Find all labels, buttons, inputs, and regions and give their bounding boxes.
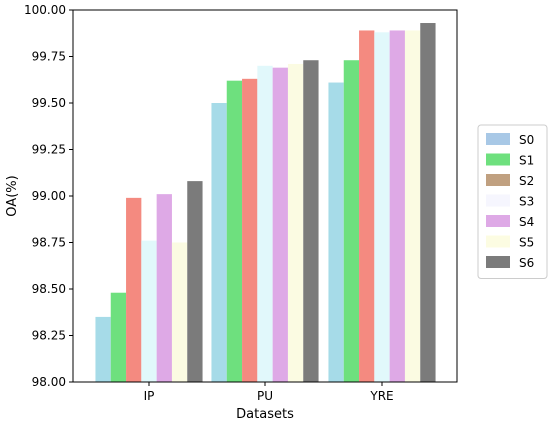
legend-label-s2: S2 [519, 174, 534, 188]
y-axis-title: OA(%) [5, 175, 20, 216]
y-tick-label: 98.75 [32, 236, 66, 250]
bar-s3-yre [374, 32, 390, 382]
bar-s1-ip [110, 292, 127, 382]
legend-swatch-s6 [486, 256, 510, 268]
bar-s2-ip [126, 197, 142, 382]
y-tick-label: 99.75 [32, 50, 66, 64]
bar-s0-pu [211, 103, 227, 382]
y-tick-label: 98.50 [32, 282, 66, 296]
x-tick-label-yre: YRE [369, 389, 393, 403]
bar-s0-ip [95, 316, 111, 382]
bar-s6-ip [187, 181, 203, 382]
legend-swatch-s1 [486, 153, 510, 166]
bar-s2-yre [359, 30, 375, 383]
bar-s5-yre [404, 30, 421, 383]
bar-s3-ip [141, 240, 157, 382]
x-axis-title: Datasets [236, 407, 294, 422]
bar-s5-ip [171, 242, 188, 382]
bar-s6-yre [420, 23, 436, 383]
x-tick-label-pu: PU [257, 389, 273, 403]
y-tick-label: 99.50 [32, 96, 66, 110]
legend-swatch-s3 [486, 194, 510, 207]
legend-swatch-s0 [486, 133, 510, 145]
legend-label-s1: S1 [519, 154, 534, 168]
bar-s2-pu [242, 78, 258, 382]
bar-s4-ip [156, 194, 172, 382]
bar-s1-yre [343, 60, 360, 382]
legend-label-s3: S3 [519, 195, 534, 209]
x-tick-label-ip: IP [144, 389, 155, 403]
bar-s4-yre [389, 30, 405, 383]
bars-group [95, 23, 436, 383]
legend-swatch-s4 [486, 215, 510, 227]
bar-s3-pu [257, 65, 273, 383]
legend-swatch-s2 [486, 174, 510, 186]
y-tick-label: 100.00 [24, 3, 66, 17]
y-tick-label: 99.00 [32, 189, 66, 203]
y-tick-label: 99.25 [32, 143, 66, 157]
legend-label-s5: S5 [519, 236, 534, 250]
y-tick-label: 98.00 [32, 375, 66, 389]
x-axis: IP PU YRE [144, 382, 394, 403]
bar-s4-pu [272, 67, 288, 382]
legend-swatch-s5 [486, 235, 510, 248]
bar-s0-yre [328, 82, 344, 382]
y-tick-label: 98.25 [32, 329, 66, 343]
bar-s5-pu [287, 63, 304, 382]
legend-label-s4: S4 [519, 215, 534, 229]
legend-label-s6: S6 [519, 256, 534, 270]
bar-s1-pu [226, 80, 243, 383]
y-axis: 98.00 98.25 98.50 98.75 99.00 99.25 99.50 99.75… [24, 3, 73, 389]
legend: S0 S1 S2 S3 S4 S5 S6 [477, 124, 548, 279]
bar-s6-pu [303, 60, 319, 382]
legend-label-s0: S0 [519, 133, 534, 147]
